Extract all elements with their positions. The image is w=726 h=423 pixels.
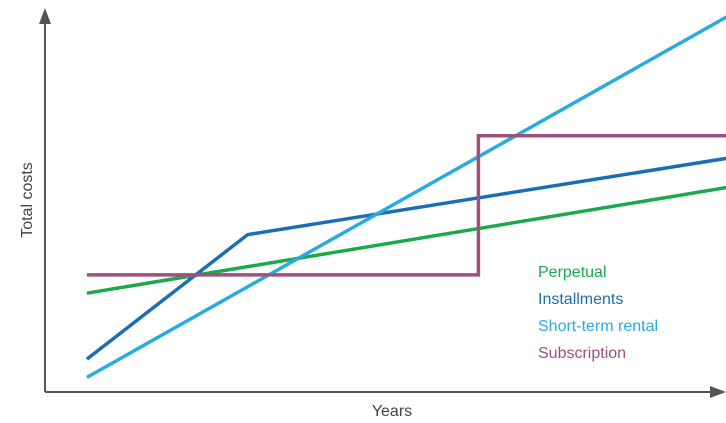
series-line-subscription [86, 134, 726, 277]
legend-item-perpetual: Perpetual [538, 264, 607, 281]
series-line-installments [85, 156, 726, 361]
series-line-short-term-rental [86, 15, 726, 379]
legend: Perpetual Installments Short-term rental Su… [538, 264, 658, 362]
legend-item-short-term-rental: Short-term rental [538, 318, 658, 335]
x-axis-arrow-icon [710, 386, 726, 398]
series-line-perpetual [86, 185, 726, 295]
series-layer [85, 15, 726, 379]
axes [39, 8, 726, 398]
legend-item-installments: Installments [538, 291, 623, 308]
x-axis-label: Years [372, 403, 412, 420]
y-axis-arrow-icon [39, 8, 51, 24]
legend-item-subscription: Subscription [538, 345, 626, 362]
y-axis-label: Total costs [19, 162, 36, 238]
